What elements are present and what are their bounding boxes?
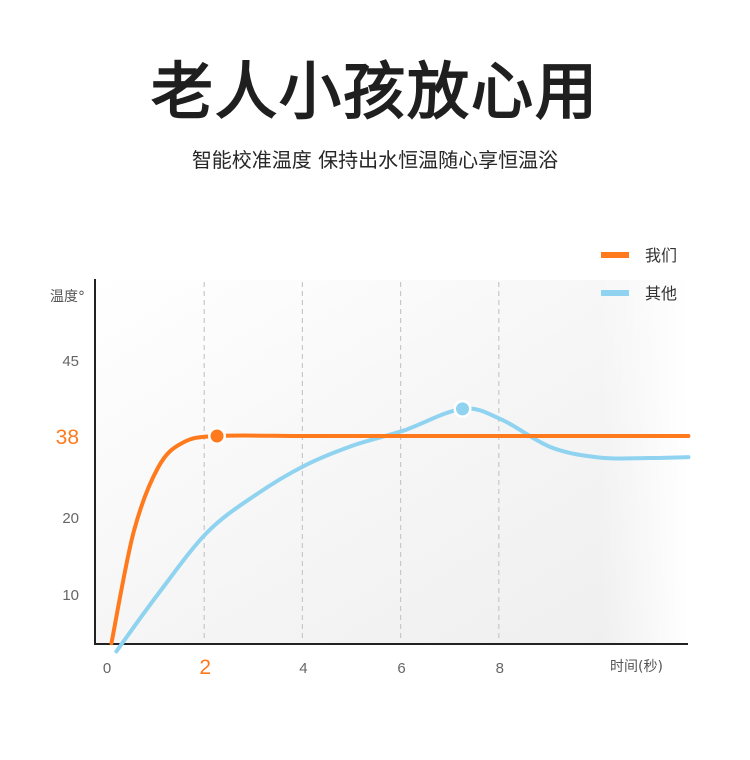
y-tick-38: 38 xyxy=(56,426,79,449)
plot-background xyxy=(96,280,688,643)
x-tick-0: 0 xyxy=(103,660,111,677)
headline: 老人小孩放心用 xyxy=(150,55,599,128)
legend-label-1: 其他 xyxy=(645,284,677,303)
x-tick-8: 8 xyxy=(496,660,504,677)
x-tick-4: 4 xyxy=(299,660,307,677)
x-tick-2: 2 xyxy=(199,656,211,679)
series-lines xyxy=(109,406,691,654)
plot-fade xyxy=(600,280,688,643)
series-line-ours xyxy=(109,433,691,646)
y-axis-title: 温度° xyxy=(50,289,85,305)
y-tick-20: 20 xyxy=(62,510,79,527)
series-marker-1 xyxy=(456,402,470,416)
grid-lines xyxy=(203,282,500,642)
x-axis-title: 时间(秒) xyxy=(610,659,663,675)
subline: 智能校准温度 保持出水恒温随心享恒温浴 xyxy=(191,148,559,172)
series-line-others xyxy=(114,406,691,654)
series-markers xyxy=(208,399,472,445)
legend-label-0: 我们 xyxy=(645,246,677,265)
y-tick-10: 10 xyxy=(62,587,79,604)
x-tick-6: 6 xyxy=(397,660,405,677)
x-tick-labels: 0 2 4 6 8 xyxy=(103,656,504,679)
series-marker-0 xyxy=(210,429,224,443)
y-tick-labels: 10 20 38 45 xyxy=(56,353,79,604)
y-tick-45: 45 xyxy=(62,353,79,370)
